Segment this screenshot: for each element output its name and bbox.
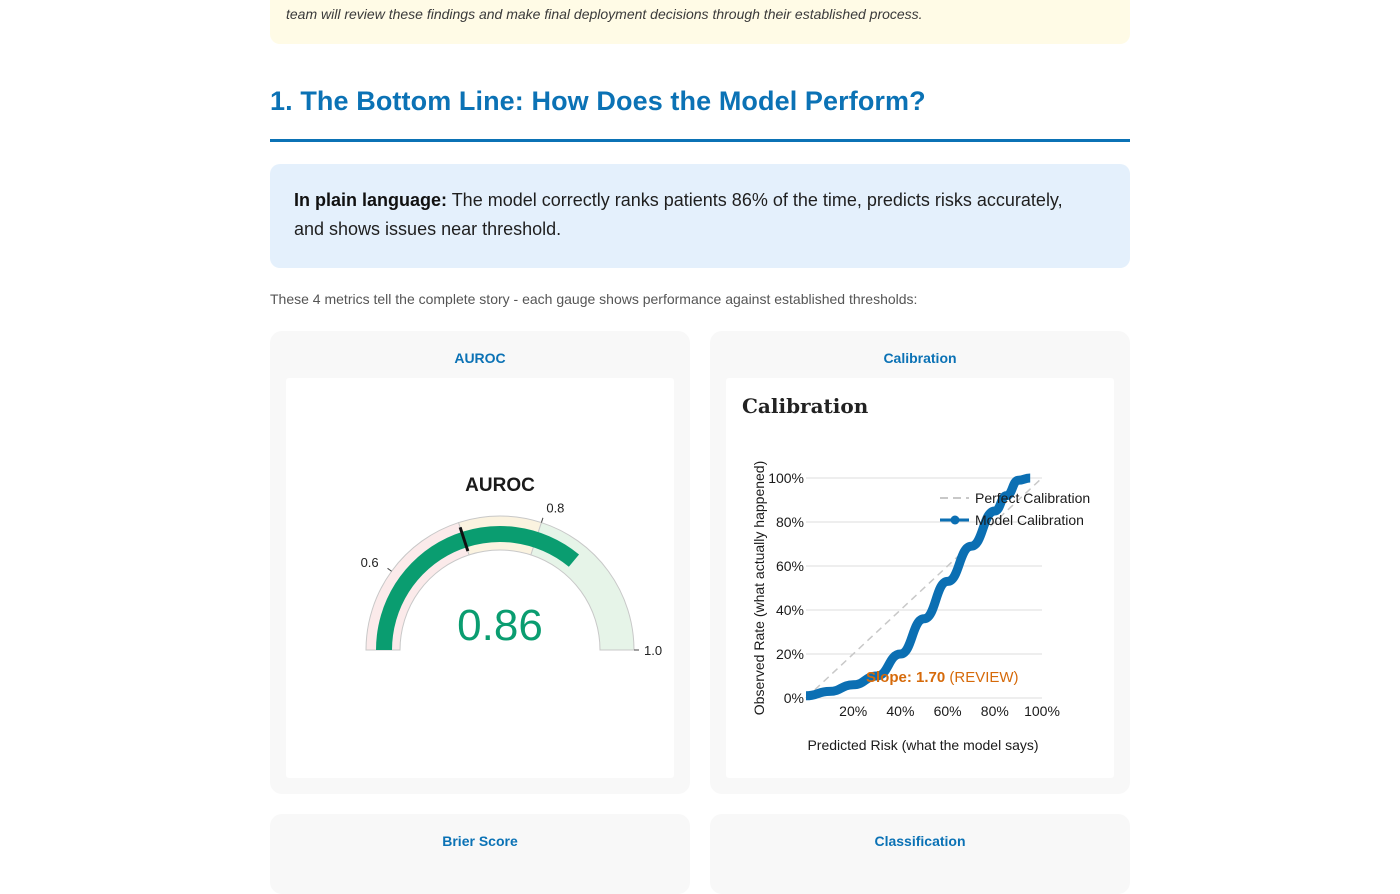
calibration-x-ticks: 20% 40% 60% 80% 100% — [839, 703, 1060, 719]
calibration-card: Calibration Calibration 0% 20% 40% 60% 80% 10… — [710, 331, 1130, 794]
gauge-tick-label: 0.8 — [546, 500, 564, 515]
classification-card: Classification — [710, 814, 1130, 894]
y-tick-label: 60% — [776, 558, 804, 574]
x-tick-label: 60% — [934, 703, 962, 719]
gauge-ticks: 0.6 0.8 1.0 — [361, 500, 663, 658]
calibration-grid — [806, 477, 1042, 699]
plain-language-summary: In plain language: The model correctly r… — [270, 164, 1130, 268]
legend-model-label: Model Calibration — [975, 512, 1084, 528]
metrics-intro: These 4 metrics tell the complete story … — [270, 291, 918, 307]
auroc-gauge: AUROC 0.6 0.8 1.0 0.86 — [361, 475, 663, 658]
calibration-legend: Perfect Calibration Model Calibration — [940, 490, 1090, 528]
section-divider — [270, 139, 1130, 142]
auroc-card: AUROC AUROC 0.6 0.8 1.0 0.86 — [270, 331, 690, 794]
gauge-tick-label: 0.6 — [361, 555, 379, 570]
slope-annotation: Slope: 1.70 (REVIEW) — [866, 669, 1019, 686]
y-tick-label: 0% — [784, 690, 804, 706]
gauge-tick-mark — [387, 567, 392, 572]
legend-perfect-label: Perfect Calibration — [975, 490, 1090, 506]
gauge-tick-mark — [540, 517, 544, 523]
slope-annotation-label: Slope: 1.70 — [866, 669, 945, 686]
gauge-tick-label: 1.0 — [644, 643, 662, 658]
calibration-chart-panel: Calibration 0% 20% 40% 60% 80% 100% 20% 40% 60%… — [726, 378, 1114, 778]
gauge-value: 0.86 — [457, 601, 543, 650]
auroc-card-title: AUROC — [454, 350, 506, 366]
brier-score-card: Brier Score — [270, 814, 690, 894]
plain-language-text: The model correctly ranks patients 86% o… — [294, 190, 1063, 239]
plain-language-label: In plain language: — [294, 190, 448, 210]
calibration-chart-title: Calibration — [742, 394, 869, 418]
gauge-title: AUROC — [465, 475, 535, 496]
y-tick-label: 100% — [768, 470, 804, 486]
series-model-calibration — [805, 473, 1031, 701]
y-tick-label: 80% — [776, 514, 804, 530]
x-tick-label: 40% — [886, 703, 914, 719]
classification-card-title: Classification — [874, 833, 966, 849]
gauge-threshold-marker — [458, 526, 470, 552]
y-tick-label: 20% — [776, 646, 804, 662]
x-tick-label: 80% — [981, 703, 1009, 719]
calibration-y-ticks: 0% 20% 40% 60% 80% 100% — [768, 470, 804, 706]
slope-annotation-status: (REVIEW) — [945, 669, 1018, 686]
y-axis-label: Observed Rate (what actually happened) — [751, 461, 767, 715]
calibration-card-title: Calibration — [883, 350, 957, 366]
x-axis-label: Predicted Risk (what the model says) — [807, 737, 1038, 753]
gauge-value-bar — [376, 526, 580, 650]
review-notice-text: team will review these findings and make… — [286, 6, 923, 22]
legend-model-marker — [950, 515, 960, 525]
section-title: 1. The Bottom Line: How Does the Model P… — [270, 86, 926, 116]
brier-score-card-title: Brier Score — [442, 833, 518, 849]
calibration-chart: 0% 20% 40% 60% 80% 100% 20% 40% 60% 80% 100% Slop… — [751, 461, 1090, 753]
y-tick-label: 40% — [776, 602, 804, 618]
x-tick-label: 20% — [839, 703, 867, 719]
review-notice: team will review these findings and make… — [270, 0, 1130, 44]
auroc-gauge-panel: AUROC 0.6 0.8 1.0 0.86 — [286, 378, 674, 778]
series-perfect-calibration — [805, 477, 1043, 699]
x-tick-label: 100% — [1024, 703, 1060, 719]
